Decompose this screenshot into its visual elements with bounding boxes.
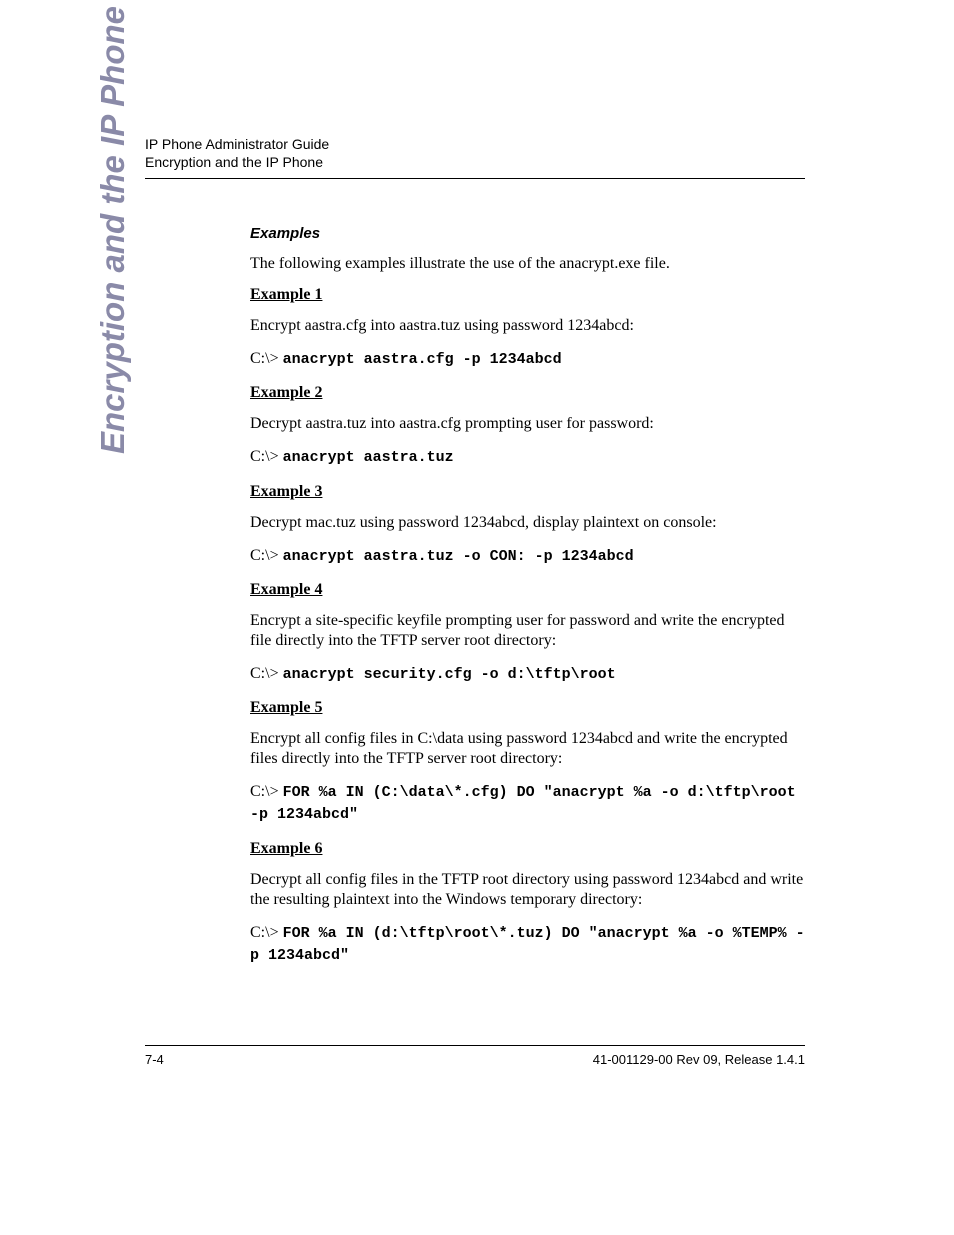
- side-tab-title: Encryption and the IP Phone: [94, 0, 132, 510]
- page-footer: 7-4 41-001129-00 Rev 09, Release 1.4.1: [145, 1045, 805, 1067]
- example-cmd-4: C:\> anacrypt security.cfg -o d:\tftp\ro…: [250, 663, 805, 685]
- example-desc-6: Decrypt all config files in the TFTP roo…: [250, 870, 805, 910]
- header-line-1: IP Phone Administrator Guide: [145, 136, 805, 152]
- footer-doc-info: 41-001129-00 Rev 09, Release 1.4.1: [593, 1052, 805, 1067]
- cmd-text-2: anacrypt aastra.tuz: [283, 449, 454, 466]
- prompt-6: C:\>: [250, 924, 283, 941]
- prompt-4: C:\>: [250, 665, 283, 682]
- example-desc-4: Encrypt a site-specific keyfile promptin…: [250, 611, 805, 651]
- prompt-2: C:\>: [250, 448, 283, 465]
- example-desc-2: Decrypt aastra.tuz into aastra.cfg promp…: [250, 414, 805, 434]
- cmd-text-1: anacrypt aastra.cfg -p 1234abcd: [283, 351, 562, 368]
- cmd-text-4: anacrypt security.cfg -o d:\tftp\root: [283, 666, 616, 683]
- example-heading-5: Example 5: [250, 699, 805, 717]
- example-heading-1: Example 1: [250, 286, 805, 304]
- cmd-text-5: FOR %a IN (C:\data\*.cfg) DO "anacrypt %…: [250, 784, 796, 823]
- example-cmd-2: C:\> anacrypt aastra.tuz: [250, 446, 805, 468]
- example-heading-4: Example 4: [250, 581, 805, 599]
- header-rule: [145, 178, 805, 179]
- section-title: Examples: [250, 225, 805, 242]
- page-content: Examples The following examples illustra…: [250, 225, 805, 966]
- cmd-text-6: FOR %a IN (d:\tftp\root\*.tuz) DO "anacr…: [250, 925, 805, 964]
- example-heading-2: Example 2: [250, 384, 805, 402]
- example-heading-3: Example 3: [250, 483, 805, 501]
- footer-page-number: 7-4: [145, 1052, 164, 1067]
- example-desc-1: Encrypt aastra.cfg into aastra.tuz using…: [250, 316, 805, 336]
- footer-rule: [145, 1045, 805, 1046]
- example-desc-3: Decrypt mac.tuz using password 1234abcd,…: [250, 513, 805, 533]
- example-cmd-3: C:\> anacrypt aastra.tuz -o CON: -p 1234…: [250, 545, 805, 567]
- example-cmd-1: C:\> anacrypt aastra.cfg -p 1234abcd: [250, 348, 805, 370]
- page-header: IP Phone Administrator Guide Encryption …: [145, 136, 805, 980]
- prompt-3: C:\>: [250, 547, 283, 564]
- prompt-1: C:\>: [250, 350, 283, 367]
- cmd-text-3: anacrypt aastra.tuz -o CON: -p 1234abcd: [283, 548, 634, 565]
- example-cmd-6: C:\> FOR %a IN (d:\tftp\root\*.tuz) DO "…: [250, 922, 805, 967]
- example-desc-5: Encrypt all config files in C:\data usin…: [250, 729, 805, 769]
- example-heading-6: Example 6: [250, 840, 805, 858]
- example-cmd-5: C:\> FOR %a IN (C:\data\*.cfg) DO "anacr…: [250, 781, 805, 826]
- intro-paragraph: The following examples illustrate the us…: [250, 254, 805, 274]
- header-line-2: Encryption and the IP Phone: [145, 154, 805, 170]
- prompt-5: C:\>: [250, 783, 283, 800]
